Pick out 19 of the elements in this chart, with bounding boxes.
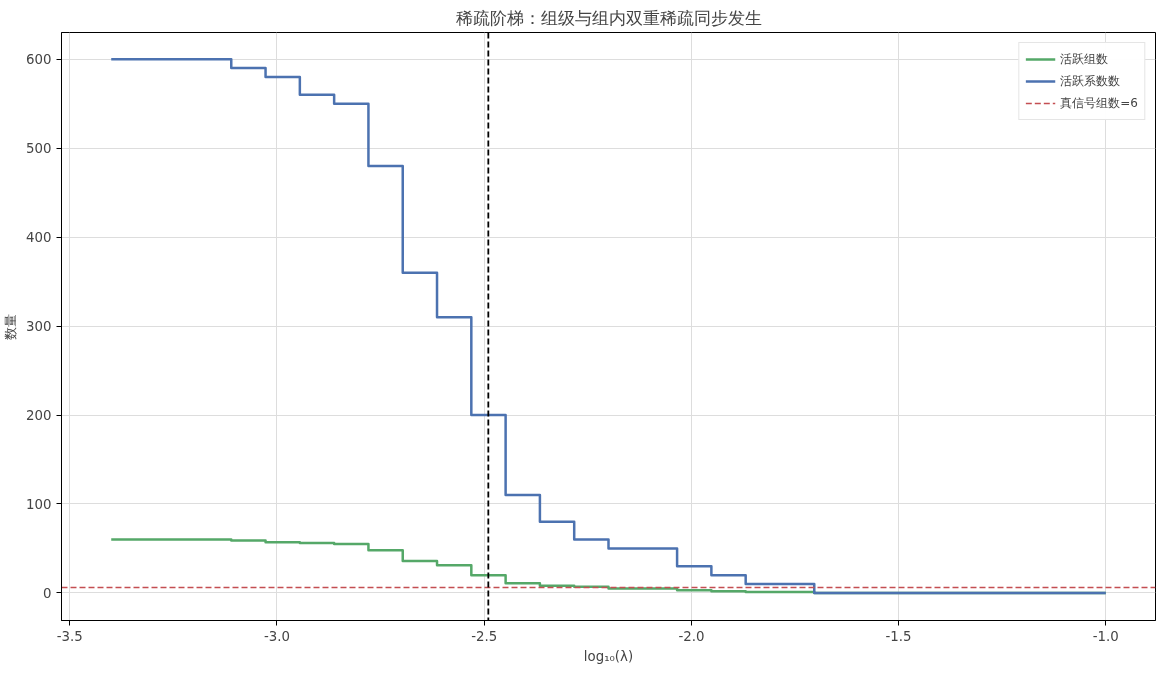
y-tick-label: 200 (26, 408, 52, 424)
x-tick-label: -3.0 (263, 628, 290, 644)
y-tick-label: 500 (26, 141, 52, 157)
legend-label: 真信号组数=6 (1060, 94, 1138, 112)
y-tick-label: 300 (26, 319, 52, 335)
x-tick-label: -1.0 (1092, 628, 1119, 644)
y-tick-label: 0 (43, 585, 52, 601)
x-tick-label: -1.5 (885, 628, 912, 644)
x-tick-label: -2.0 (678, 628, 705, 644)
x-axis-title: log₁₀(λ) (583, 648, 634, 664)
y-axis-title: 数量 (3, 313, 19, 340)
y-tick-label: 600 (26, 52, 52, 68)
legend-label: 活跃组数 (1060, 50, 1109, 68)
x-tick-label: -2.5 (471, 628, 498, 644)
x-tick-label: -3.5 (56, 628, 83, 644)
y-tick-label: 100 (26, 496, 52, 512)
legend-label: 活跃系数数 (1060, 72, 1121, 90)
chart-title: 稀疏阶梯：组级与组内双重稀疏同步发生 (455, 7, 762, 28)
y-tick-label: 400 (26, 230, 52, 246)
